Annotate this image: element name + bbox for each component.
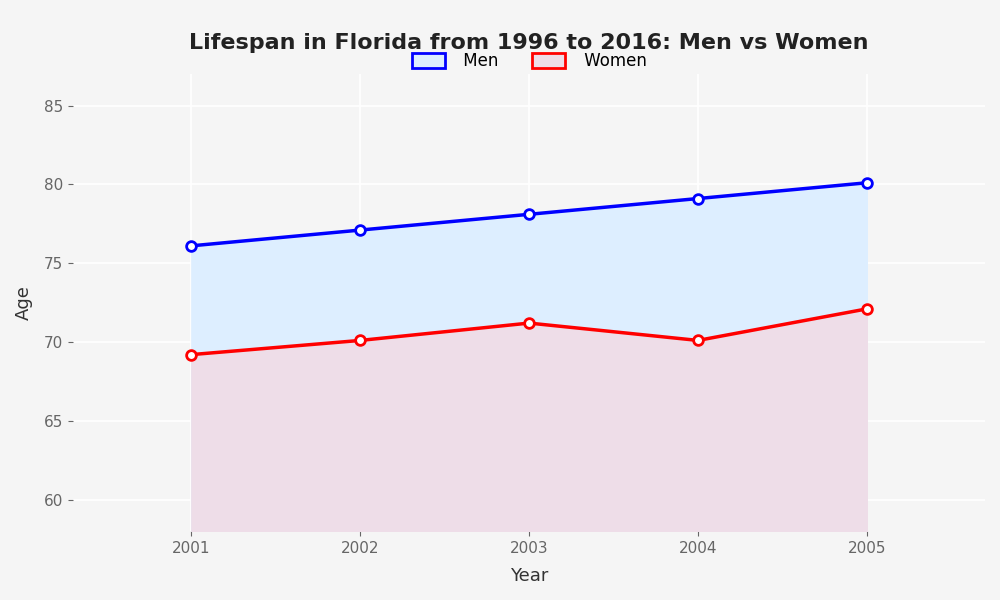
Legend:  Men,  Women: Men, Women — [405, 46, 653, 77]
X-axis label: Year: Year — [510, 567, 548, 585]
Y-axis label: Age: Age — [15, 285, 33, 320]
Title: Lifespan in Florida from 1996 to 2016: Men vs Women: Lifespan in Florida from 1996 to 2016: M… — [189, 33, 869, 53]
